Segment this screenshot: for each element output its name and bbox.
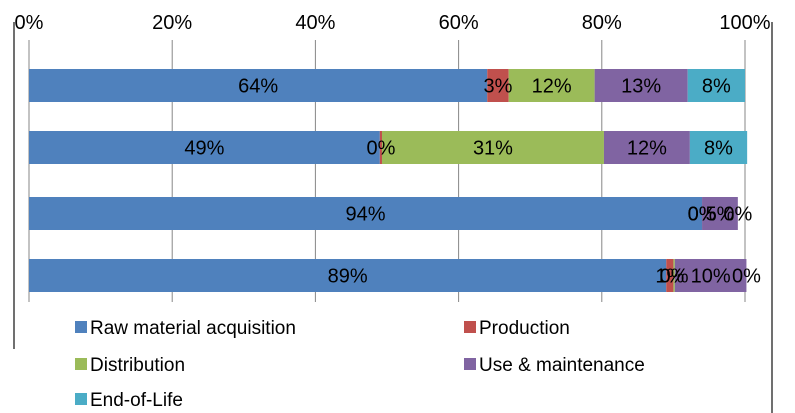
legend-label: Raw material acquisition <box>90 318 296 339</box>
bar-segment <box>508 69 595 102</box>
data-label: 10% <box>691 266 731 288</box>
legend-label: Production <box>479 318 570 339</box>
data-label: 89% <box>328 266 368 288</box>
data-label: 5% <box>705 204 734 226</box>
bar-segment <box>29 259 667 292</box>
bar-segment <box>674 259 747 292</box>
data-label: 0% <box>688 204 717 226</box>
bar-segment <box>29 69 488 102</box>
data-label: 49% <box>184 138 224 160</box>
data-label: 8% <box>704 138 733 160</box>
legend-swatch <box>75 358 87 370</box>
x-tick-label: 60% <box>439 12 479 34</box>
data-labels: 64% 3% 12% 13% 8%49% 0% 31% 12% 8%94% 0%0%5%0%89%… <box>184 76 761 288</box>
data-label: 94% <box>346 204 386 226</box>
bar-segment <box>29 197 703 230</box>
data-label: 64% <box>238 76 278 98</box>
data-label: 0% <box>688 204 717 226</box>
data-label: 12% <box>627 138 667 160</box>
data-label: 0% <box>660 266 689 288</box>
x-tick-label: 40% <box>295 12 335 34</box>
data-label: 8% <box>702 76 731 98</box>
legend: Raw material acquisition Production Distri… <box>75 318 645 411</box>
data-label: 0% <box>366 138 395 160</box>
bar-segment <box>673 259 675 292</box>
data-label: 3% <box>484 76 513 98</box>
x-tick-label: 0% <box>15 12 44 34</box>
legend-swatch <box>464 321 476 333</box>
bar-segment <box>687 69 745 102</box>
bar-segment <box>381 131 604 164</box>
x-tick-label: 20% <box>152 12 192 34</box>
bar-segment <box>666 259 674 292</box>
bar-segment <box>29 131 380 164</box>
bar-segment <box>702 197 738 230</box>
data-label: 31% <box>473 138 513 160</box>
bar-segment <box>603 131 690 164</box>
legend-swatch <box>75 321 87 333</box>
legend-label: Distribution <box>90 355 185 376</box>
bars <box>29 69 748 292</box>
data-label: 13% <box>621 76 661 98</box>
legend-swatch <box>464 358 476 370</box>
data-label: 0% <box>723 204 752 226</box>
bar-segment <box>689 131 748 164</box>
x-axis-ticks: 0% 20% 40% 60% 80% 100% <box>15 12 771 34</box>
bar-segment <box>594 69 688 102</box>
data-label: 1% <box>655 266 684 288</box>
bar-segment <box>487 69 509 102</box>
data-label: 0% <box>732 266 761 288</box>
x-tick-label: 100% <box>719 12 770 34</box>
legend-swatch <box>75 393 87 405</box>
legend-label: Use & maintenance <box>479 355 645 376</box>
data-label: 12% <box>532 76 572 98</box>
x-tick-label: 80% <box>582 12 622 34</box>
legend-label: End-of-Life <box>90 390 183 411</box>
bar-segment <box>379 131 382 164</box>
